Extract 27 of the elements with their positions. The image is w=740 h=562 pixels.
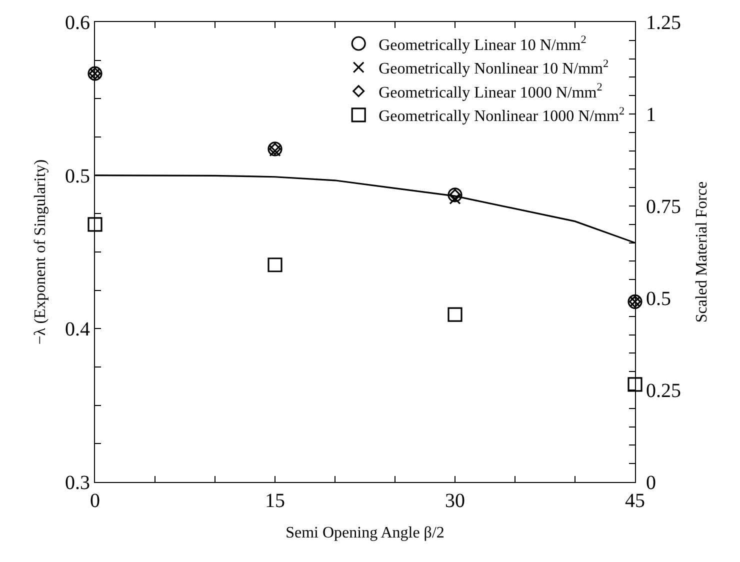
y-axis-title: −λ (Exponent of Singularity) <box>32 159 49 345</box>
y-tick-label: 0.6 <box>65 12 90 34</box>
legend-label: Geometrically Linear 10 N/mm$^{2}$ <box>378 34 586 54</box>
y2-tick-label: 0.75 <box>646 196 681 218</box>
y2-tick-label: 1.25 <box>646 12 681 34</box>
point <box>448 307 462 322</box>
point <box>269 145 281 157</box>
y-tick-label: 0.4 <box>65 318 90 341</box>
y-tick-label: 0.5 <box>65 165 90 188</box>
y2-tick-label: 0.5 <box>646 288 671 310</box>
legend-label: Geometrically Nonlinear 1000 N/mm$^{2}$ <box>378 105 625 126</box>
x-tick-label: 0 <box>90 490 100 512</box>
x-tick-label: 45 <box>625 490 645 512</box>
y2-axis-title: Scaled Material Force <box>694 181 711 323</box>
y2-tick-label: 0 <box>646 472 656 494</box>
point <box>88 217 102 232</box>
y-tick-label: 0.3 <box>65 472 90 494</box>
x-tick-label: 15 <box>265 490 285 512</box>
point <box>628 377 642 392</box>
y2-tick-label: 1 <box>646 104 656 126</box>
y2-tick-label: 0.25 <box>646 380 681 402</box>
x-tick-label: 30 <box>445 490 465 512</box>
x-axis-title: Semi Opening Angle β/2 <box>286 524 444 542</box>
point <box>268 258 282 272</box>
legend-label: Geometrically Linear 1000 N/mm$^{2}$ <box>378 82 602 102</box>
point <box>449 192 461 204</box>
legend-label: Geometrically Nonlinear 10 N/mm$^{2}$ <box>378 58 609 78</box>
